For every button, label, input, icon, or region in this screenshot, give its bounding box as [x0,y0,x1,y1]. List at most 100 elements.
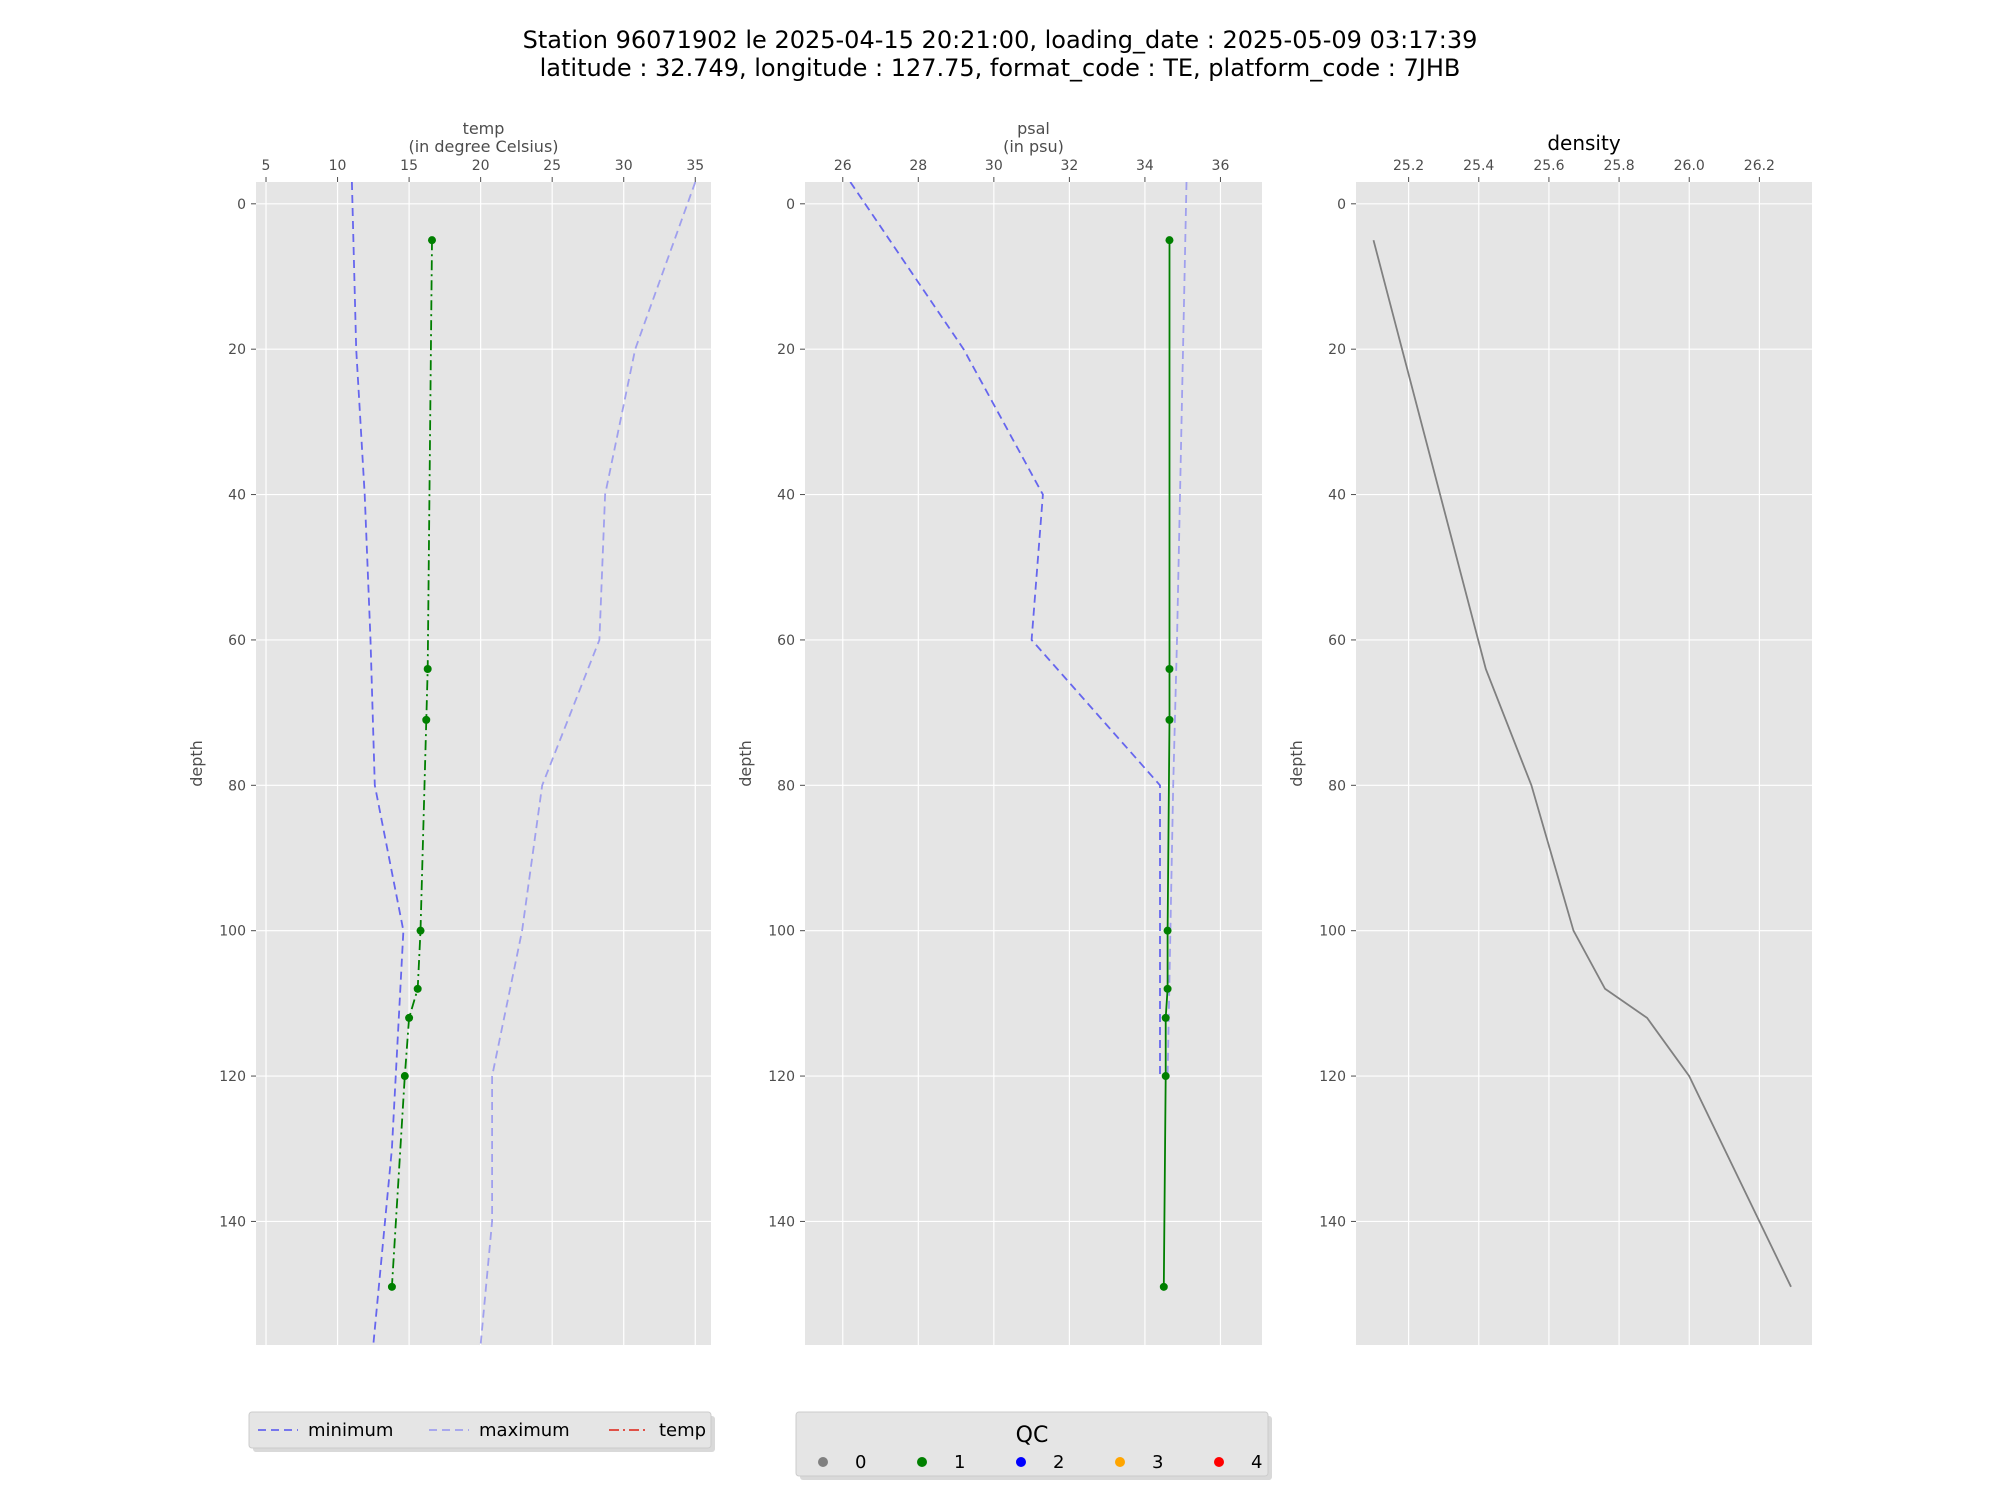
density-y-tick-label: 20 [1328,342,1346,358]
legend-maximum-label: maximum [479,1420,570,1441]
density-axis-title: density [1547,131,1620,155]
qc-legend-label-1: 1 [954,1452,965,1473]
temp-data-point [423,665,432,674]
psal-y-tick-label: 140 [768,1214,795,1230]
psal-series-group [849,182,1188,1291]
density-x-tick-label: 25.2 [1393,158,1424,174]
qc-legend-marker-1 [917,1457,927,1467]
psal-data-point [1165,715,1174,724]
temp-y-tick-label: 40 [228,488,246,504]
qc-legend-box [795,1411,1269,1477]
psal-data-point [1161,1013,1170,1022]
psal-data-point [1165,665,1174,674]
qc-legend-marker-3 [1115,1457,1125,1467]
qc-legend-label-4: 4 [1251,1452,1262,1473]
psal-y-axis-label: depth [736,740,755,787]
temp-y-tick-label: 100 [219,924,246,940]
temp-y-tick-label: 120 [219,1069,246,1085]
qc-legend-label-2: 2 [1053,1452,1064,1473]
figure-title-line1: Station 96071902 le 2025-04-15 20:21:00,… [523,26,1478,54]
temp-data-point [405,1013,414,1022]
density-x-tick-label: 25.6 [1533,158,1564,174]
qc-legend-marker-0 [818,1457,828,1467]
density-y-tick-label: 40 [1328,488,1346,504]
psal-y-tick-label: 0 [786,197,795,213]
legend-minimum-label: minimum [308,1420,393,1441]
psal-x-tick-label: 32 [1060,158,1078,174]
temp-x-tick-label: 25 [543,158,561,174]
density-y-tick-label: 60 [1328,633,1346,649]
temp-y-tick-label: 60 [228,633,246,649]
psal-y-tick-label: 100 [768,924,795,940]
temp-x-tick-label: 35 [686,158,704,174]
psal-data-point [1163,984,1172,993]
psal-y-tick-label: 80 [777,778,795,794]
qc-legend-title: QC [1016,1423,1049,1448]
density-y-tick-label: 0 [1337,197,1346,213]
psal-x-tick-label: 26 [834,158,852,174]
psal-plot-area [805,182,1262,1345]
line-legend: minimum maximum temp [248,1411,715,1452]
temp-data-point [413,984,422,993]
temp-panel: 5 10 15 20 25 30 35 0 20 40 60 80 100 120 140 temp(in d… [187,119,711,1345]
psal-data-point [1163,926,1172,935]
qc-legend-label-3: 3 [1152,1452,1163,1473]
temp-axis-title: (in degree Celsius) [408,137,558,156]
line-legend-box [248,1411,712,1449]
density-y-tick-label: 80 [1328,778,1346,794]
temp-axis-title: temp [463,119,505,138]
figure-title-line2: latitude : 32.749, longitude : 127.75, f… [540,54,1461,82]
density-plot-area [1356,182,1812,1345]
maximum-series-line [479,182,697,1345]
temp-data-point [387,1282,396,1291]
density-series-line [1372,239,1792,1288]
temp-x-tick-label: 15 [400,158,418,174]
psal-series-line [1162,240,1171,1287]
temp-data-point [422,715,431,724]
density-panel: 25.2 25.4 25.6 25.8 26.0 26.2 0 20 40 60 80 100 120 1… [1287,131,1812,1345]
temp-data-point [427,236,436,245]
psal-y-tick-label: 20 [777,342,795,358]
qc-legend-label-0: 0 [855,1452,866,1473]
psal-data-point [1159,1282,1168,1291]
temp-data-point [416,926,425,935]
psal-y-tick-label: 40 [777,488,795,504]
psal-panel: 26 28 30 32 34 36 0 20 40 60 80 100 120 140 psal(in ps… [736,119,1262,1345]
psal-y-tick-label: 120 [768,1069,795,1085]
qc-legend: QC 0 1 2 3 4 [795,1411,1272,1480]
qc-legend-marker-4 [1214,1457,1224,1467]
temp-data-point [400,1072,409,1081]
density-y-tick-label: 100 [1319,924,1346,940]
temp-y-axis-label: depth [187,740,206,787]
temp-series-group [351,182,697,1345]
psal-data-point [1165,236,1174,245]
temp-x-tick-label: 20 [472,158,490,174]
qc-legend-marker-2 [1016,1457,1026,1467]
temp-y-tick-label: 20 [228,342,246,358]
temp-x-tick-label: 30 [615,158,633,174]
psal-x-tick-label: 28 [909,158,927,174]
psal-y-tick-label: 60 [777,633,795,649]
density-y-tick-label: 140 [1319,1214,1346,1230]
temp-y-tick-label: 140 [219,1214,246,1230]
density-series-group [1372,239,1792,1288]
density-y-axis-label: depth [1287,740,1306,787]
temp-plot-area [256,182,711,1345]
psal-axis-title: psal [1017,119,1050,138]
density-x-tick-label: 26.2 [1744,158,1775,174]
temp-y-tick-label: 80 [228,778,246,794]
minimum-series-line [849,182,1161,1077]
legend-temp-label: temp [659,1420,706,1441]
psal-x-tick-label: 36 [1212,158,1230,174]
temp-y-tick-label: 0 [237,197,246,213]
density-y-tick-label: 120 [1319,1069,1346,1085]
density-x-tick-label: 26.0 [1674,158,1705,174]
temp-x-tick-label: 10 [329,158,347,174]
density-x-tick-label: 25.8 [1603,158,1634,174]
psal-x-tick-label: 34 [1136,158,1154,174]
temp-series-line [391,240,433,1287]
psal-axis-title: (in psu) [1003,137,1064,156]
psal-x-tick-label: 30 [985,158,1003,174]
psal-data-point [1161,1072,1170,1081]
